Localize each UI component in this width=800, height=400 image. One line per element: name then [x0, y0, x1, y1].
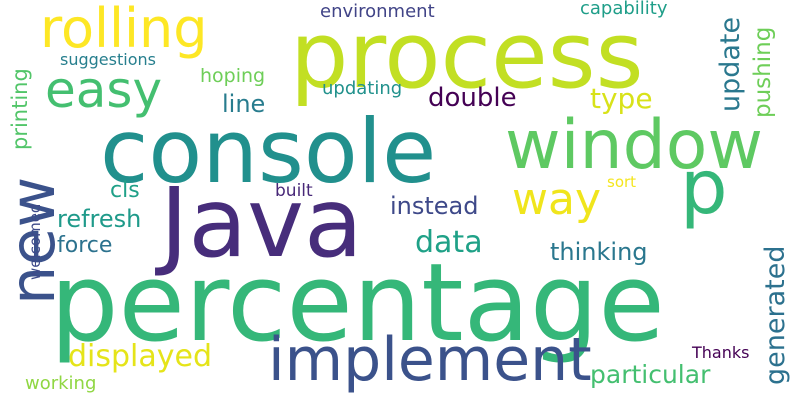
word-thanks: Thanks [692, 343, 750, 362]
word-double: double [428, 83, 517, 113]
word-percentage: percentage [50, 241, 665, 366]
word-pushing: pushing [750, 26, 776, 118]
word-window: window [505, 106, 763, 185]
word-type: type [590, 82, 653, 115]
word-console: console [100, 100, 437, 203]
word-easy: easy [45, 61, 163, 119]
word-refresh: refresh [57, 205, 142, 233]
word-printing: printing [8, 68, 32, 150]
word-instead: instead [390, 192, 479, 220]
word-displayed: displayed [68, 339, 213, 374]
word-built: built [275, 181, 313, 201]
word-hoping: hoping [200, 65, 266, 87]
word-suggestions: suggestions [60, 50, 156, 69]
word-working: working [25, 373, 97, 394]
word-thinking: thinking [550, 238, 648, 266]
word-particular: particular [590, 360, 711, 389]
word-welcomed: welcomed [26, 203, 44, 280]
word-process: process [290, 2, 644, 109]
word-updating: updating [322, 78, 403, 99]
word-line: line [222, 90, 266, 118]
word-implement: implement [268, 325, 592, 395]
word-sort: sort [607, 173, 637, 191]
word-update: update [715, 16, 746, 112]
word-generated: generated [760, 245, 791, 385]
word-rolling: rolling [40, 0, 208, 60]
word-java: Java [160, 167, 363, 279]
word-force: force [57, 233, 113, 258]
word-way: way [512, 174, 601, 225]
word-capability: capability [580, 0, 668, 19]
word-p: p [680, 143, 728, 231]
word-cls: cls [110, 178, 140, 203]
word-data: data [415, 225, 483, 260]
word-environment: environment [320, 1, 435, 22]
